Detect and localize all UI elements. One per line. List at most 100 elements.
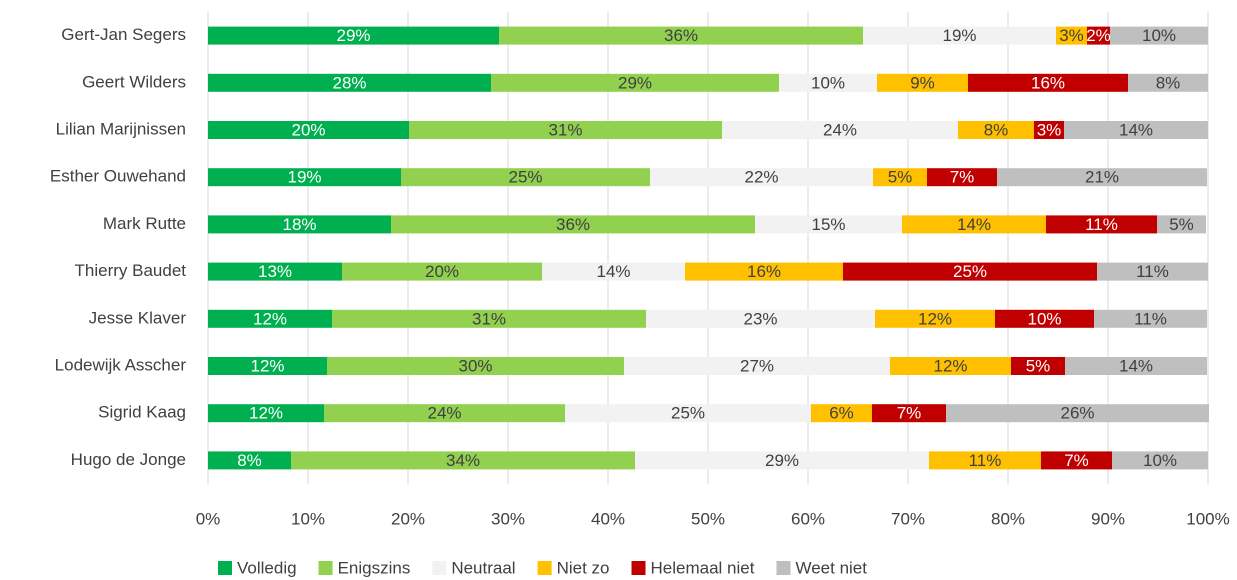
bar-segment	[332, 309, 646, 328]
bar-segment	[902, 215, 1046, 234]
category-label: Jesse Klaver	[89, 308, 187, 327]
x-tick-label: 60%	[791, 509, 825, 528]
bar-segment	[875, 309, 995, 328]
x-tick-label: 80%	[991, 509, 1025, 528]
legend-label: Neutraal	[451, 558, 515, 577]
value-label: 14%	[596, 262, 630, 281]
bar-segment	[499, 26, 863, 45]
value-label: 7%	[950, 168, 975, 187]
value-label: 13%	[258, 262, 292, 281]
category-label: Mark Rutte	[103, 214, 186, 233]
category-label: Lodewijk Asscher	[55, 355, 187, 374]
bar-segment	[811, 404, 872, 423]
bar-segment	[877, 73, 968, 92]
bar-segment	[208, 357, 327, 375]
value-label: 31%	[548, 120, 582, 139]
value-label: 11%	[1134, 309, 1167, 328]
x-tick-label: 30%	[491, 509, 525, 528]
value-label: 3%	[1037, 120, 1062, 139]
value-label: 25%	[953, 262, 987, 281]
value-label: 9%	[910, 73, 935, 92]
bar-segment	[1056, 26, 1087, 45]
bar-segment	[327, 357, 624, 375]
bar-segment	[1112, 451, 1208, 470]
bar-segment	[1097, 262, 1208, 281]
value-label: 15%	[811, 215, 845, 234]
value-label: 12%	[933, 356, 967, 375]
value-label: 8%	[237, 451, 262, 470]
bar-segment	[208, 404, 324, 423]
category-label: Geert Wilders	[82, 72, 186, 91]
bar-segment	[208, 451, 291, 470]
value-label: 29%	[336, 26, 370, 45]
bar-segment	[208, 168, 401, 187]
value-label: 5%	[1026, 356, 1051, 375]
category-label: Hugo de Jonge	[71, 450, 186, 469]
value-label: 16%	[747, 262, 781, 281]
bar-segment	[927, 168, 997, 187]
value-label: 29%	[618, 73, 652, 92]
value-label: 22%	[744, 168, 778, 187]
x-tick-label: 90%	[1091, 509, 1125, 528]
bar-segment	[1011, 357, 1065, 375]
value-label: 10%	[1143, 451, 1177, 470]
bar-segment	[208, 262, 342, 281]
bar-segment	[890, 357, 1011, 375]
value-label: 34%	[446, 451, 480, 470]
x-tick-label: 50%	[691, 509, 725, 528]
value-label: 10%	[1142, 26, 1176, 45]
bar-segment	[208, 121, 409, 139]
bar-segment	[491, 73, 779, 92]
category-label: Sigrid Kaag	[98, 403, 186, 422]
value-label: 24%	[823, 120, 857, 139]
bar-segment	[324, 404, 565, 423]
x-tick-label: 0%	[196, 509, 221, 528]
value-label: 12%	[253, 309, 287, 328]
legend-label: Helemaal niet	[651, 558, 755, 577]
value-label: 36%	[664, 26, 698, 45]
bar-segment	[650, 168, 873, 187]
value-label: 16%	[1031, 73, 1065, 92]
value-label: 7%	[897, 404, 922, 423]
bar-segment	[1041, 451, 1112, 470]
x-tick-label: 40%	[591, 509, 625, 528]
value-label: 12%	[250, 356, 284, 375]
value-label: 5%	[888, 168, 913, 187]
bar-segment	[208, 309, 332, 328]
legend-swatch	[432, 561, 447, 575]
value-label: 21%	[1085, 168, 1119, 187]
bar-segment	[291, 451, 635, 470]
value-label: 19%	[942, 26, 976, 45]
bar-segment	[1094, 309, 1207, 328]
value-label: 31%	[472, 309, 506, 328]
bar-segment	[1034, 121, 1064, 139]
x-tick-label: 100%	[1186, 509, 1229, 528]
bar-segment	[624, 357, 890, 375]
value-label: 25%	[508, 168, 542, 187]
bar-segment	[1157, 215, 1206, 234]
value-label: 12%	[918, 309, 952, 328]
bar-segment	[409, 121, 722, 139]
value-label: 7%	[1064, 451, 1089, 470]
bar-segment	[208, 215, 391, 234]
value-label: 11%	[1085, 215, 1118, 234]
value-label: 3%	[1059, 26, 1084, 45]
bar-segment	[391, 215, 755, 234]
bar-segment	[1087, 26, 1110, 45]
bar-segment	[1064, 121, 1208, 139]
value-label: 28%	[332, 73, 366, 92]
value-label: 36%	[556, 215, 590, 234]
value-label: 24%	[427, 404, 461, 423]
bar-segment	[208, 73, 491, 92]
bar-segment	[958, 121, 1034, 139]
legend-label: Volledig	[237, 558, 297, 577]
value-label: 20%	[291, 120, 325, 139]
bar-segment	[401, 168, 650, 187]
bar-segment	[685, 262, 843, 281]
legend-label: Niet zo	[557, 558, 610, 577]
value-label: 10%	[1027, 309, 1061, 328]
value-label: 20%	[425, 262, 459, 281]
value-label: 14%	[1119, 356, 1153, 375]
